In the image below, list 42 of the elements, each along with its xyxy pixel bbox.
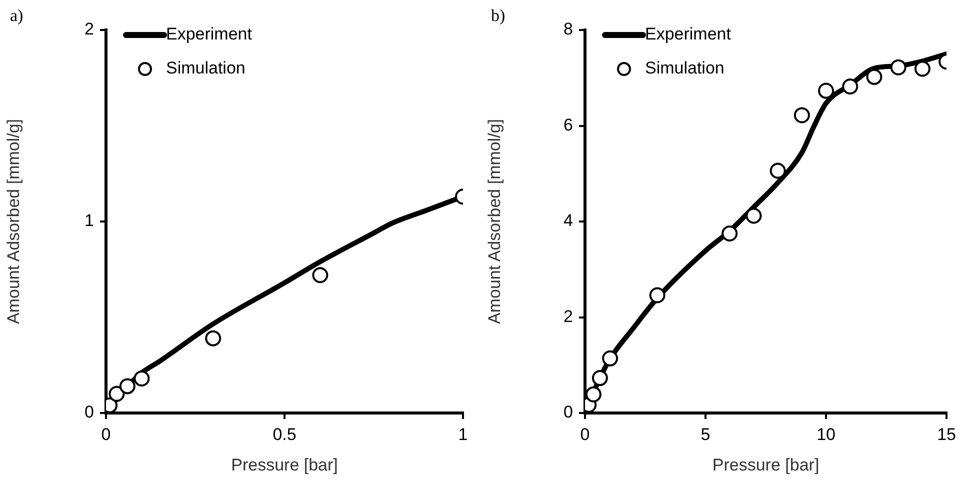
legend-label: Simulation xyxy=(645,58,724,78)
y-axis-title: Amount Adsorbed [mmol/g] xyxy=(4,118,23,324)
y-tick-label: 0 xyxy=(564,402,573,422)
x-tick-label: 0 xyxy=(580,424,590,444)
point xyxy=(866,68,882,85)
chart-title: b) xyxy=(491,6,506,25)
x-tick-label: 1 xyxy=(458,424,468,444)
y-tick-label: 0 xyxy=(84,402,94,422)
x-tick-label: 10 xyxy=(816,424,836,444)
y-tick-label: 8 xyxy=(564,20,573,39)
point xyxy=(119,378,136,394)
x-tick-label: 15 xyxy=(937,424,956,444)
chart-title: a) xyxy=(10,6,24,25)
point xyxy=(108,386,125,402)
y-axis-title: Amount Adsorbed [mmol/g] xyxy=(484,118,504,324)
y-tick-label: 6 xyxy=(564,115,573,134)
point xyxy=(585,386,602,402)
point xyxy=(592,370,608,386)
x-tick-label: 0 xyxy=(101,424,111,444)
point xyxy=(842,78,858,94)
legend-label: Simulation xyxy=(166,58,246,78)
x-axis-title: Pressure [bar] xyxy=(712,455,820,474)
legend-label: Experiment xyxy=(645,24,732,44)
point xyxy=(794,107,810,124)
point xyxy=(890,59,906,76)
y-tick-label: 2 xyxy=(84,20,94,39)
y-tick-label: 2 xyxy=(564,306,573,326)
point xyxy=(722,225,738,242)
point xyxy=(649,287,666,304)
x-tick-label: 0.5 xyxy=(272,424,296,444)
point xyxy=(770,162,786,179)
legend-label: Experiment xyxy=(166,24,252,44)
point xyxy=(914,60,930,77)
y-tick-label: 1 xyxy=(84,211,94,230)
x-axis-title: Pressure [bar] xyxy=(231,455,338,474)
point xyxy=(134,370,150,387)
y-tick-label: 4 xyxy=(564,211,573,230)
x-tick-label: 5 xyxy=(700,424,710,444)
point xyxy=(602,350,618,366)
point xyxy=(818,82,834,99)
point xyxy=(205,330,222,346)
point xyxy=(746,208,762,224)
